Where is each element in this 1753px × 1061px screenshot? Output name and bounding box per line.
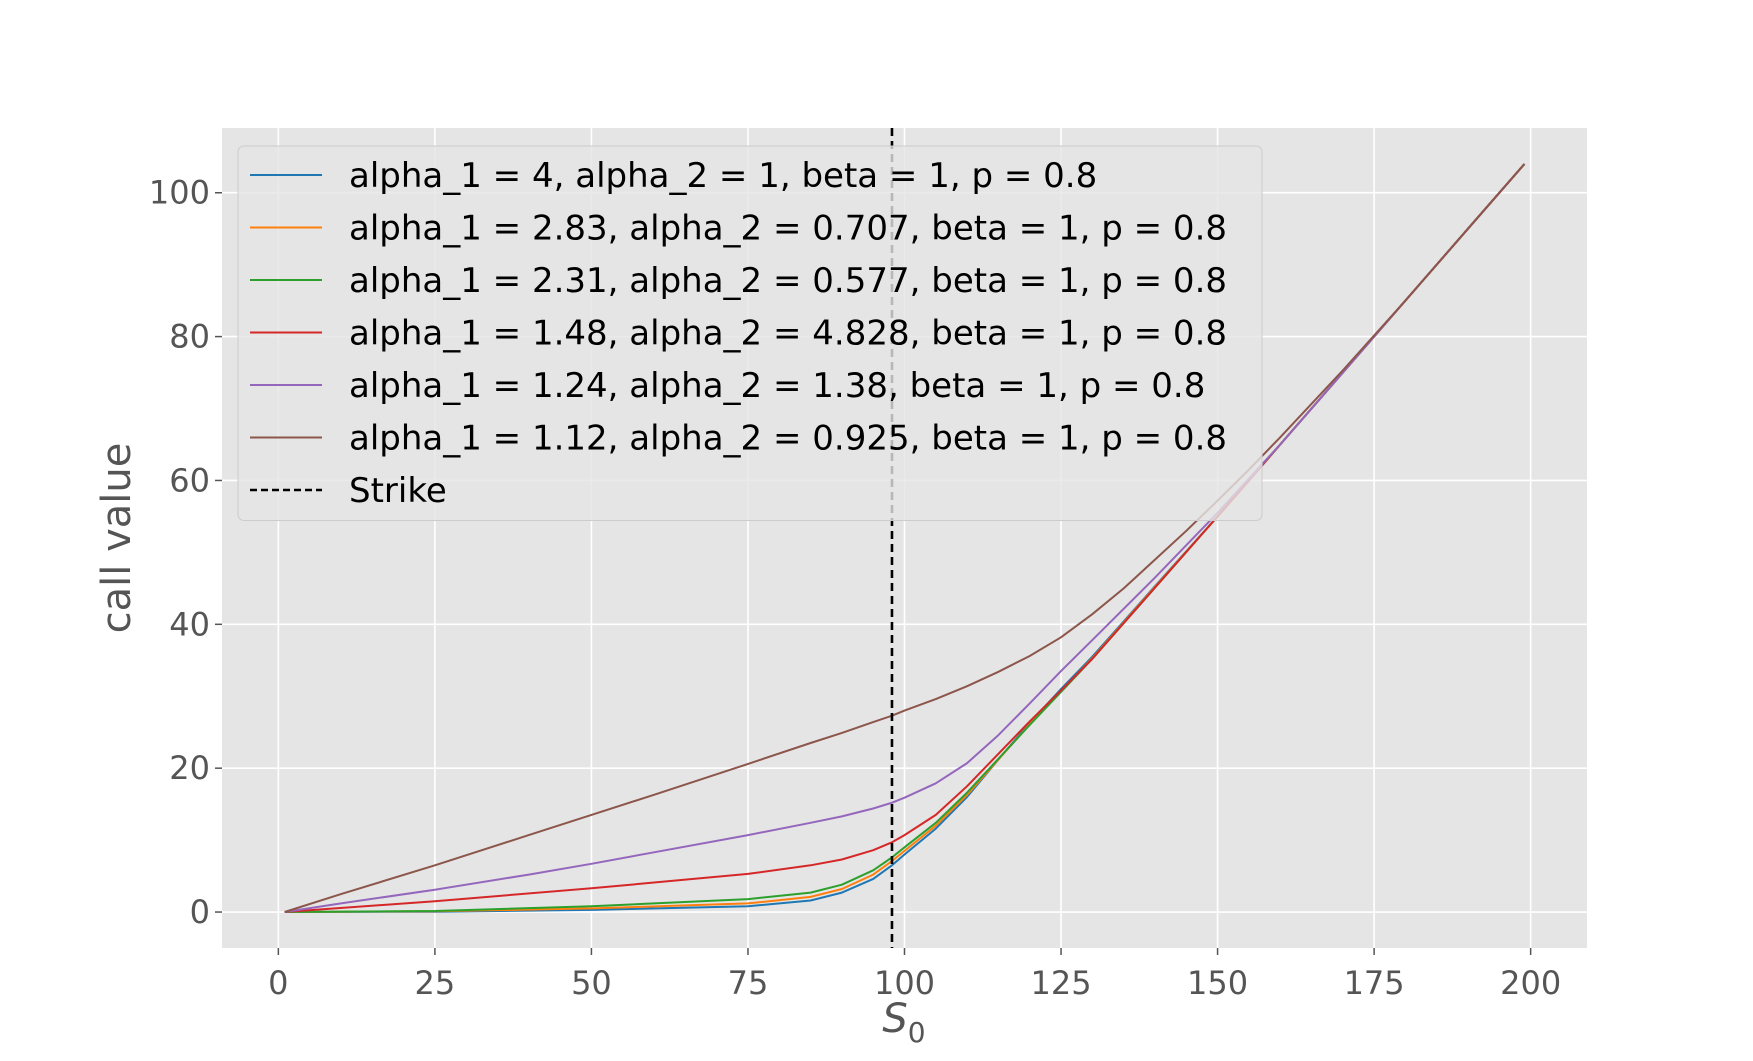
x-tick-label: 125 bbox=[1030, 964, 1091, 1002]
x-axis-label-main: S bbox=[882, 996, 907, 1042]
legend-label: alpha_1 = 2.83, alpha_2 = 0.707, beta = … bbox=[349, 209, 1227, 249]
x-tick-label: 175 bbox=[1344, 964, 1405, 1002]
x-tick-label: 50 bbox=[571, 964, 612, 1002]
y-tick-label: 20 bbox=[169, 749, 210, 787]
x-tick-label: 200 bbox=[1500, 964, 1561, 1002]
x-axis-label-subscript: 0 bbox=[908, 1016, 926, 1049]
y-tick-label: 100 bbox=[149, 174, 210, 212]
x-tick-label: 75 bbox=[728, 964, 769, 1002]
legend-label: alpha_1 = 1.24, alpha_2 = 1.38, beta = 1… bbox=[349, 366, 1205, 406]
legend-label: alpha_1 = 1.48, alpha_2 = 4.828, beta = … bbox=[349, 314, 1227, 354]
x-tick-label: 25 bbox=[415, 964, 456, 1002]
ticks: 0 25 50 75 100 125 150 175 200 0 20 40 60 80 100 bbox=[149, 174, 1561, 1002]
x-tick-label: 100 bbox=[874, 964, 935, 1002]
legend-box bbox=[237, 145, 1263, 521]
y-tick-label: 80 bbox=[169, 318, 210, 356]
legend: alpha_1 = 4, alpha_2 = 1, beta = 1, p = … bbox=[237, 145, 1263, 521]
x-axis-label: S0 bbox=[882, 996, 925, 1049]
y-tick-label: 0 bbox=[190, 893, 210, 931]
y-tick-label: 40 bbox=[169, 605, 210, 643]
y-tick-label: 60 bbox=[169, 461, 210, 499]
series-line-6 bbox=[284, 163, 1526, 913]
legend-label: Strike bbox=[349, 471, 447, 511]
legend-label: alpha_1 = 2.31, alpha_2 = 0.577, beta = … bbox=[349, 261, 1227, 301]
y-axis-label: call value bbox=[94, 443, 140, 634]
series-layer bbox=[284, 128, 1526, 948]
x-tick-label: 0 bbox=[268, 964, 288, 1002]
legend-label: alpha_1 = 4, alpha_2 = 1, beta = 1, p = … bbox=[349, 156, 1097, 196]
x-tick-label: 150 bbox=[1187, 964, 1248, 1002]
series-line-5 bbox=[284, 163, 1526, 913]
legend-label: alpha_1 = 1.12, alpha_2 = 0.925, beta = … bbox=[349, 419, 1227, 459]
